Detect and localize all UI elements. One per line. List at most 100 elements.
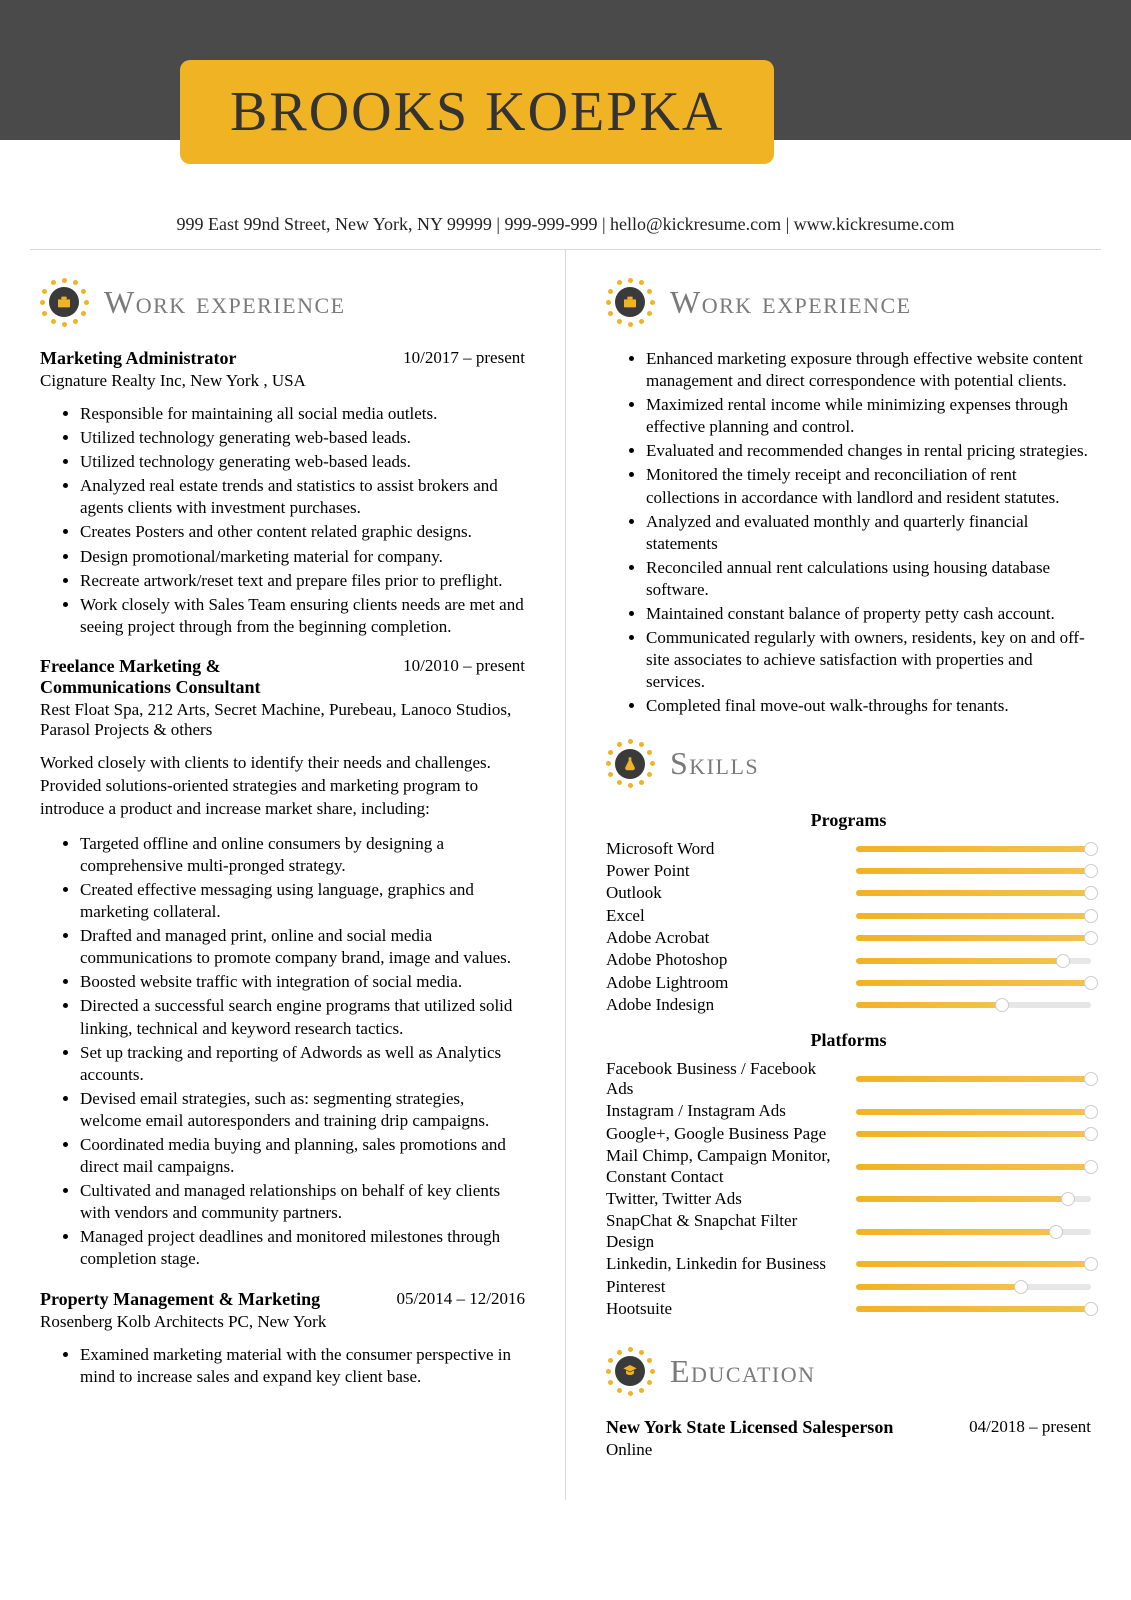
education-item: New York State Licensed Salesperson 04/2… [606, 1417, 1091, 1460]
skill-bar [856, 1127, 1091, 1141]
bullet-item: Examined marketing material with the con… [80, 1344, 525, 1388]
bullet-item: Analyzed real estate trends and statisti… [80, 475, 525, 519]
bullet-item: Boosted website traffic with integration… [80, 971, 525, 993]
section-title: Education [670, 1353, 816, 1390]
education-heading: Education [606, 1347, 1091, 1395]
job-description: Worked closely with clients to identify … [40, 752, 525, 821]
skill-bar [856, 1160, 1091, 1174]
header-bar: BROOKS KOEPKA [0, 0, 1131, 140]
job-title: Freelance Marketing & Communications Con… [40, 656, 331, 698]
bullet-item: Completed final move-out walk-throughs f… [646, 695, 1091, 717]
skill-row: Outlook [606, 883, 1091, 903]
bullet-item: Communicated regularly with owners, resi… [646, 627, 1091, 693]
bullet-item: Maintained constant balance of property … [646, 603, 1091, 625]
skill-label: Outlook [606, 883, 846, 903]
bullet-item: Analyzed and evaluated monthly and quart… [646, 511, 1091, 555]
skill-row: Excel [606, 906, 1091, 926]
skill-bar [856, 976, 1091, 990]
job-dates: 05/2014 – 12/2016 [397, 1289, 525, 1310]
bullet-item: Creates Posters and other content relate… [80, 521, 525, 543]
bullet-item: Recreate artwork/reset text and prepare … [80, 570, 525, 592]
job-bullets: Responsible for maintaining all social m… [40, 403, 525, 638]
skill-bar [856, 842, 1091, 856]
job-item: Property Management & Marketing 05/2014 … [40, 1289, 525, 1388]
work-bullets-right: Enhanced marketing exposure through effe… [606, 348, 1091, 718]
bullet-item: Managed project deadlines and monitored … [80, 1226, 525, 1270]
bullet-item: Cultivated and managed relationships on … [80, 1180, 525, 1224]
skill-label: Facebook Business / Facebook Ads [606, 1059, 846, 1100]
bullet-item: Evaluated and recommended changes in ren… [646, 440, 1091, 462]
skills-programs-label: Programs [606, 810, 1091, 831]
skill-label: Microsoft Word [606, 839, 846, 859]
skill-row: SnapChat & Snapchat Filter Design [606, 1211, 1091, 1252]
bullet-item: Directed a successful search engine prog… [80, 995, 525, 1039]
skill-bar [856, 864, 1091, 878]
skill-label: Google+, Google Business Page [606, 1124, 846, 1144]
skill-row: Adobe Photoshop [606, 950, 1091, 970]
skill-label: Pinterest [606, 1277, 846, 1297]
skill-label: Adobe Acrobat [606, 928, 846, 948]
skill-row: Pinterest [606, 1277, 1091, 1297]
skill-bar [856, 998, 1091, 1012]
skill-bar [856, 1302, 1091, 1316]
skill-label: Power Point [606, 861, 846, 881]
briefcase-icon [40, 278, 88, 326]
right-column: Work experience Enhanced marketing expos… [566, 250, 1131, 1500]
bullet-item: Design promotional/marketing material fo… [80, 546, 525, 568]
skill-bar [856, 1225, 1091, 1239]
section-title: Work experience [670, 284, 912, 321]
education-dates: 04/2018 – present [969, 1417, 1091, 1438]
skill-bar [856, 886, 1091, 900]
bullet-item: Monitored the timely receipt and reconci… [646, 464, 1091, 508]
skill-label: Mail Chimp, Campaign Monitor, Constant C… [606, 1146, 846, 1187]
skill-bar [856, 931, 1091, 945]
left-column: Work experience Marketing Administrator … [0, 250, 566, 1500]
skill-label: SnapChat & Snapchat Filter Design [606, 1211, 846, 1252]
skill-label: Hootsuite [606, 1299, 846, 1319]
job-dates: 10/2010 – present [403, 656, 525, 698]
name-badge: BROOKS KOEPKA [180, 60, 774, 164]
section-title: Skills [670, 745, 759, 782]
bullet-item: Work closely with Sales Team ensuring cl… [80, 594, 525, 638]
education-sub: Online [606, 1440, 1091, 1460]
education-title: New York State Licensed Salesperson [606, 1417, 893, 1438]
job-bullets: Examined marketing material with the con… [40, 1344, 525, 1388]
skill-row: Adobe Indesign [606, 995, 1091, 1015]
bullet-item: Set up tracking and reporting of Adwords… [80, 1042, 525, 1086]
bullet-item: Responsible for maintaining all social m… [80, 403, 525, 425]
bullet-item: Maximized rental income while minimizing… [646, 394, 1091, 438]
skill-row: Mail Chimp, Campaign Monitor, Constant C… [606, 1146, 1091, 1187]
skills-heading: Skills [606, 740, 1091, 788]
contact-line: 999 East 99nd Street, New York, NY 99999… [30, 200, 1101, 250]
skill-bar [856, 1280, 1091, 1294]
skill-bar [856, 909, 1091, 923]
person-name: BROOKS KOEPKA [230, 80, 724, 144]
bullet-item: Targeted offline and online consumers by… [80, 833, 525, 877]
skill-label: Adobe Photoshop [606, 950, 846, 970]
bullet-item: Drafted and managed print, online and so… [80, 925, 525, 969]
job-dates: 10/2017 – present [403, 348, 525, 369]
skill-row: Adobe Lightroom [606, 973, 1091, 993]
job-company: Rosenberg Kolb Architects PC, New York [40, 1312, 525, 1332]
skill-label: Adobe Lightroom [606, 973, 846, 993]
job-title: Property Management & Marketing [40, 1289, 320, 1310]
skills-platforms-label: Platforms [606, 1030, 1091, 1051]
skill-label: Instagram / Instagram Ads [606, 1101, 846, 1121]
skill-row: Hootsuite [606, 1299, 1091, 1319]
bullet-item: Utilized technology generating web-based… [80, 451, 525, 473]
work-experience-heading-right: Work experience [606, 278, 1091, 326]
skill-label: Linkedin, Linkedin for Business [606, 1254, 846, 1274]
skill-row: Adobe Acrobat [606, 928, 1091, 948]
section-title: Work experience [104, 284, 346, 321]
skill-label: Twitter, Twitter Ads [606, 1189, 846, 1209]
skill-row: Microsoft Word [606, 839, 1091, 859]
skill-label: Excel [606, 906, 846, 926]
skill-row: Twitter, Twitter Ads [606, 1189, 1091, 1209]
bullet-item: Devised email strategies, such as: segme… [80, 1088, 525, 1132]
briefcase-icon [606, 278, 654, 326]
flask-icon [606, 740, 654, 788]
work-experience-heading: Work experience [40, 278, 525, 326]
body-columns: Work experience Marketing Administrator … [0, 250, 1131, 1500]
bullet-item: Created effective messaging using langua… [80, 879, 525, 923]
skill-bar [856, 1192, 1091, 1206]
